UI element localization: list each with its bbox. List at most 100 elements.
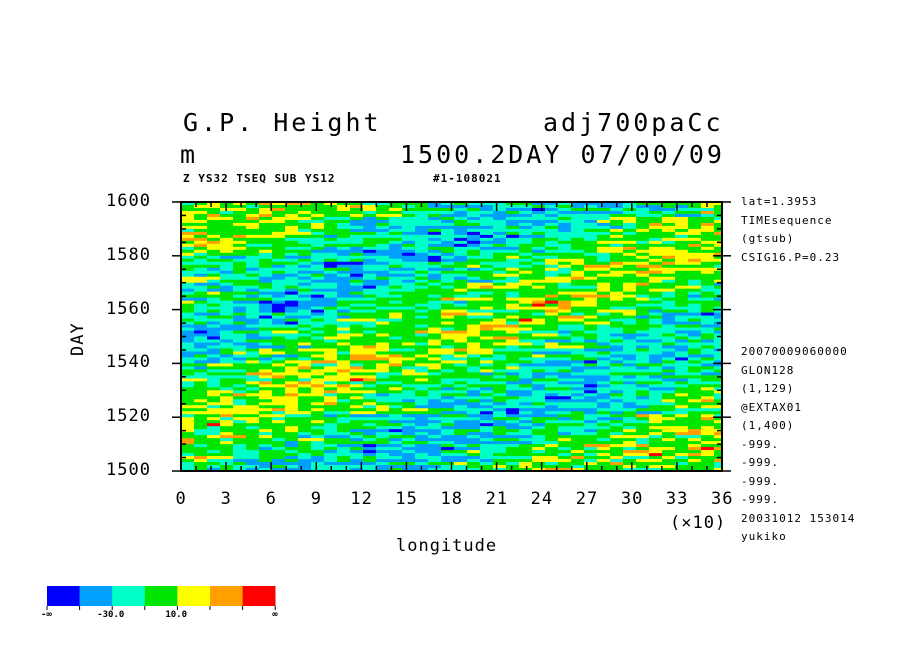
- heatmap-cell: [480, 213, 494, 218]
- heatmap-cell: [493, 390, 507, 394]
- heatmap-cell: [233, 441, 247, 445]
- heatmap-cell: [298, 429, 312, 433]
- heatmap-cell: [337, 297, 351, 302]
- heatmap-cell: [467, 258, 481, 263]
- heatmap-cell: [259, 294, 273, 299]
- heatmap-cell: [701, 438, 715, 442]
- heatmap-cell: [701, 288, 715, 293]
- heatmap-cell: [389, 408, 403, 412]
- heatmap-cell: [389, 420, 403, 424]
- heatmap-cell: [246, 237, 260, 242]
- heatmap-cell: [649, 309, 663, 314]
- heatmap-cell: [571, 213, 585, 218]
- heatmap-cell: [519, 408, 533, 412]
- heatmap-cell: [467, 333, 481, 337]
- heatmap-cell: [259, 417, 273, 421]
- heatmap-cell: [259, 351, 273, 355]
- heatmap-cell: [363, 297, 377, 302]
- heatmap-cell: [506, 219, 520, 224]
- heatmap-cell: [389, 438, 403, 442]
- heatmap-cell: [662, 423, 676, 427]
- heatmap-cell: [623, 261, 637, 266]
- heatmap-cell: [220, 441, 234, 445]
- heatmap-cell: [662, 456, 676, 460]
- heatmap-cell: [584, 309, 598, 314]
- heatmap-cell: [207, 390, 221, 394]
- heatmap-cell: [467, 393, 481, 397]
- heatmap-cell: [272, 384, 286, 388]
- heatmap-cell: [272, 237, 286, 242]
- heatmap-cell: [350, 441, 364, 445]
- heatmap-cell: [246, 312, 260, 317]
- heatmap-cell: [402, 321, 416, 326]
- heatmap-cell: [428, 213, 442, 218]
- heatmap-cell: [584, 231, 598, 236]
- heatmap-cell: [480, 432, 494, 436]
- heatmap-cell: [688, 219, 702, 224]
- run-name: adj700paCc: [543, 108, 724, 137]
- heatmap-cell: [246, 348, 260, 352]
- colorbar-swatch: [144, 586, 178, 606]
- heatmap-cell: [571, 291, 585, 296]
- heatmap-cell: [610, 300, 624, 305]
- heatmap-cell: [259, 435, 273, 439]
- heatmap-cell: [233, 294, 247, 299]
- heatmap-cell: [454, 357, 468, 361]
- heatmap-cell: [246, 453, 260, 457]
- heatmap-cell: [636, 255, 650, 260]
- heatmap-cell: [636, 366, 650, 370]
- heatmap-cell: [454, 306, 468, 311]
- heatmap-cell: [441, 327, 455, 332]
- heatmap-cell: [298, 447, 312, 451]
- heatmap-cell: [272, 435, 286, 439]
- heatmap-cell: [610, 306, 624, 311]
- heatmap-cell: [285, 423, 299, 427]
- heatmap-cell: [415, 393, 429, 397]
- heatmap-cell: [584, 441, 598, 445]
- heatmap-cell: [272, 282, 286, 287]
- chart-title: G.P. Height: [183, 108, 382, 137]
- heatmap-cell: [649, 369, 663, 373]
- heatmap-cell: [519, 228, 533, 233]
- heatmap-cell: [545, 342, 559, 346]
- heatmap-cell: [571, 387, 585, 391]
- heatmap-cell: [285, 384, 299, 388]
- heatmap-cell: [207, 360, 221, 364]
- heatmap-cell: [194, 246, 208, 251]
- heatmap-cell: [428, 330, 442, 335]
- heatmap-cell: [558, 459, 572, 463]
- heatmap-cell: [610, 378, 624, 382]
- heatmap-cell: [454, 360, 468, 364]
- heatmap-cell: [584, 315, 598, 320]
- heatmap-cell: [662, 399, 676, 403]
- heatmap-cell: [233, 336, 247, 340]
- heatmap-cell: [467, 444, 481, 448]
- heatmap-cell: [480, 384, 494, 388]
- heatmap-cell: [649, 420, 663, 424]
- heatmap-cell: [311, 375, 325, 379]
- heatmap-cell: [519, 399, 533, 403]
- heatmap-cell: [311, 459, 325, 463]
- heatmap-cell: [662, 333, 676, 337]
- heatmap-cell: [480, 240, 494, 245]
- heatmap-cell: [532, 309, 546, 314]
- heatmap-cell: [519, 357, 533, 361]
- heatmap-cell: [558, 300, 572, 305]
- heatmap-cell: [389, 321, 403, 326]
- heatmap-cell: [571, 423, 585, 427]
- heatmap-cell: [636, 393, 650, 397]
- heatmap-cell: [571, 204, 585, 209]
- heatmap-cell: [597, 264, 611, 269]
- heatmap-cell: [350, 381, 364, 385]
- heatmap-cell: [675, 273, 689, 278]
- heatmap-cell: [220, 264, 234, 269]
- heatmap-cell: [207, 369, 221, 373]
- heatmap-cell: [623, 228, 637, 233]
- heatmap-cell: [246, 309, 260, 314]
- heatmap-cell: [350, 237, 364, 242]
- heatmap-cell: [493, 285, 507, 290]
- heatmap-cell: [220, 414, 234, 418]
- heatmap-cell: [272, 375, 286, 379]
- heatmap-cell: [376, 423, 390, 427]
- heatmap-cell: [649, 330, 663, 335]
